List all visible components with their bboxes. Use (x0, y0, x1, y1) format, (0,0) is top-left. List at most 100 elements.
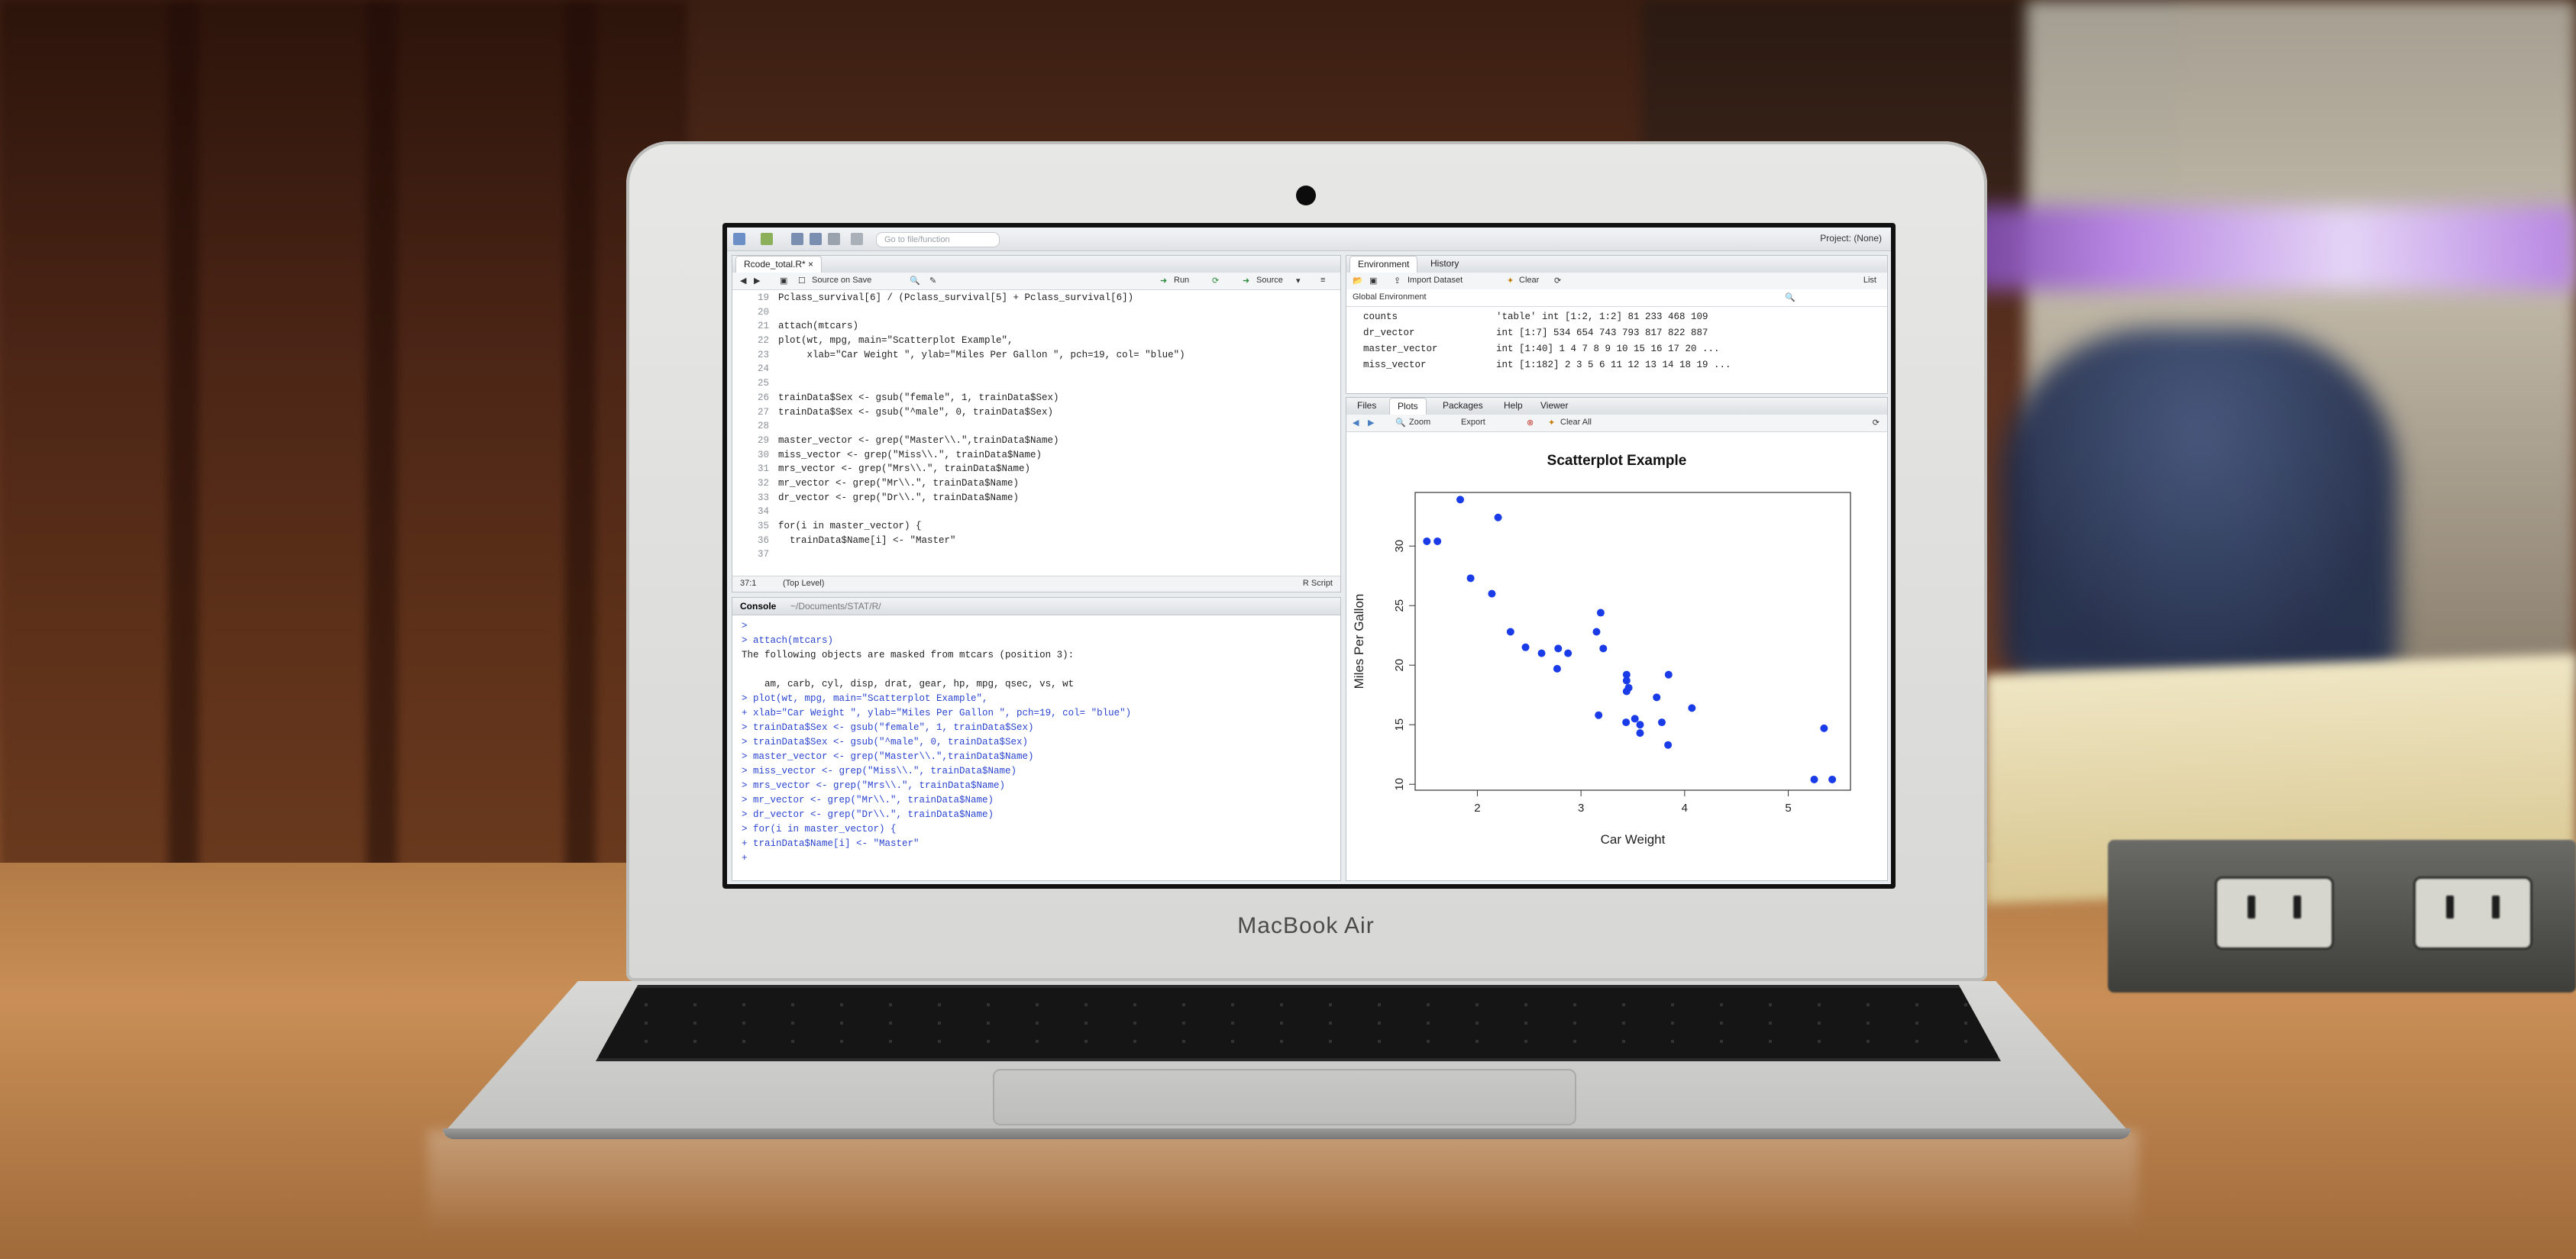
tab-plots[interactable]: Plots (1389, 398, 1427, 415)
code-line[interactable]: 34 (732, 505, 1340, 519)
code-line[interactable]: 33 dr_vector <- grep("Dr\\.", trainData$N… (732, 491, 1340, 505)
remove-plot-icon[interactable]: ⊗ (1527, 418, 1534, 428)
line-number: 23 (757, 349, 769, 360)
forward-arrow-icon[interactable]: ▶ (1368, 418, 1375, 428)
background-bookshelf (0, 0, 687, 878)
search-icon[interactable]: 🔍 (1785, 293, 1795, 302)
console-line: > trainData$Sex <- gsub("female", 1, tra… (742, 722, 1034, 733)
source-arrow-icon: ➜ (1243, 276, 1250, 286)
source-button[interactable]: Source (1256, 276, 1283, 285)
code-line[interactable]: 30 miss_vector <- grep("Miss\\.", trainDa… (732, 448, 1340, 463)
plots-pane: Files Plots Packages Help Viewer ◀ ▶ 🔍 Z… (1346, 397, 1888, 881)
export-button[interactable]: Export (1461, 418, 1485, 427)
save-file-icon[interactable]: ▣ (780, 276, 788, 286)
source-on-save-checkbox[interactable]: ☐ (798, 276, 806, 286)
code-line[interactable]: 22 plot(wt, mpg, main="Scatterplot Exampl… (732, 334, 1340, 348)
new-project-icon[interactable] (761, 233, 773, 245)
code-line[interactable]: 32 mr_vector <- grep("Mr\\.", trainData$N… (732, 476, 1340, 491)
code-line[interactable]: 29 master_vector <- grep("Master\\.",trai… (732, 434, 1340, 448)
tab-files[interactable]: Files (1357, 400, 1377, 411)
environment-row[interactable]: counts 'table' int [1:2, 1:2] 81 233 468 … (1346, 309, 1887, 325)
code-editor[interactable]: 19 Pclass_survival[6] / (Pclass_survival[… (732, 291, 1340, 562)
run-button[interactable]: Run (1174, 276, 1190, 285)
main-toolbar: Go to file/function Project: (None) (727, 228, 1891, 251)
tab-packages[interactable]: Packages (1443, 400, 1483, 411)
data-point (1466, 574, 1475, 583)
outlet-socket (2215, 876, 2334, 950)
code-text: trainData$Sex <- gsub("female", 1, train… (778, 392, 1059, 403)
search-icon[interactable]: 🔍 (910, 276, 920, 286)
outline-icon[interactable]: ≡ (1320, 276, 1326, 285)
plots-toolbar: ◀ ▶ 🔍 Zoom Export ⊗ ✦ Clear All ⟳ (1346, 415, 1887, 432)
goto-file-input[interactable]: Go to file/function (876, 232, 1000, 247)
code-text: mr_vector <- grep("Mr\\.", trainData$Nam… (778, 477, 1020, 489)
code-line[interactable]: 25 (732, 376, 1340, 391)
print-icon[interactable] (851, 233, 863, 245)
zoom-button[interactable]: Zoom (1409, 418, 1431, 427)
console-path[interactable]: ~/Documents/STAT/R/ (790, 601, 881, 612)
refresh-icon[interactable]: ⟳ (1872, 418, 1879, 428)
code-line[interactable]: 21 attach(mtcars) (732, 319, 1340, 334)
back-arrow-icon[interactable]: ◀ (740, 276, 747, 286)
console-line: + xlab="Car Weight ", ylab="Miles Per Ga… (742, 708, 1132, 718)
code-line[interactable]: 31 mrs_vector <- grep("Mrs\\.", trainData… (732, 462, 1340, 476)
code-line[interactable]: 27 trainData$Sex <- gsub("^male", 0, trai… (732, 405, 1340, 420)
console-line: > mr_vector <- grep("Mr\\.", trainData$N… (742, 795, 994, 805)
import-dataset-button[interactable]: Import Dataset (1408, 276, 1463, 285)
save-all-icon[interactable] (828, 233, 840, 245)
code-line[interactable]: 37 (732, 547, 1340, 562)
list-view-dropdown[interactable]: List (1863, 276, 1876, 285)
code-line[interactable]: 36 trainData$Name[i] <- "Master" (732, 534, 1340, 548)
keyboard[interactable] (596, 985, 2001, 1061)
variable-value: int [1:40] 1 4 7 8 9 10 15 16 17 20 ... (1496, 344, 1720, 354)
load-workspace-icon[interactable]: 📂 (1353, 276, 1363, 286)
code-line[interactable]: 26 trainData$Sex <- gsub("female", 1, tra… (732, 391, 1340, 405)
forward-arrow-icon[interactable]: ▶ (754, 276, 761, 286)
back-arrow-icon[interactable]: ◀ (1353, 418, 1359, 428)
tab-viewer[interactable]: Viewer (1540, 400, 1569, 411)
console-pane: Console ~/Documents/STAT/R/ > > attach(mt… (732, 597, 1341, 881)
clear-button[interactable]: Clear (1519, 276, 1540, 285)
global-environment-dropdown[interactable]: Global Environment (1353, 292, 1427, 302)
code-line[interactable]: 35 for(i in master_vector) { (732, 519, 1340, 534)
code-text: trainData$Name[i] <- "Master" (778, 534, 956, 546)
new-file-icon[interactable] (733, 233, 745, 245)
line-number: 32 (757, 477, 769, 489)
tab-history[interactable]: History (1430, 258, 1459, 269)
keyboard-keys[interactable] (599, 988, 1998, 1058)
file-type-selector[interactable]: R Script (1302, 579, 1333, 588)
laptop-front-edge (443, 1128, 2131, 1139)
scope-selector[interactable]: (Top Level) (783, 579, 825, 588)
line-number: 33 (757, 492, 769, 503)
run-arrow-icon: ➜ (1160, 276, 1168, 286)
project-menu[interactable]: Project: (None) (1820, 233, 1882, 244)
environment-row[interactable]: master_vector int [1:40] 1 4 7 8 9 10 15 … (1346, 341, 1887, 357)
x-tick-label: 3 (1578, 802, 1584, 815)
broom-icon: ✦ (1507, 276, 1514, 286)
tab-help[interactable]: Help (1504, 400, 1523, 411)
environment-row[interactable]: dr_vector int [1:7] 534 654 743 793 817 8… (1346, 325, 1887, 341)
save-workspace-icon[interactable]: ▣ (1369, 276, 1378, 286)
line-number: 20 (757, 306, 769, 318)
line-number: 35 (757, 521, 769, 531)
tab-rcode-total[interactable]: Rcode_total.R* × (735, 256, 823, 273)
save-icon[interactable] (810, 233, 822, 245)
console-output[interactable]: > > attach(mtcars) The following objects a… (732, 619, 1340, 866)
code-line[interactable]: 24 (732, 362, 1340, 376)
environment-row[interactable]: miss_vector int [1:182] 2 3 5 6 11 12 13 … (1346, 357, 1887, 373)
chevron-down-icon[interactable]: ▾ (1296, 276, 1301, 286)
tab-environment[interactable]: Environment (1349, 256, 1418, 273)
clear-all-button[interactable]: Clear All (1560, 418, 1592, 427)
code-line[interactable]: 28 (732, 419, 1340, 434)
refresh-icon[interactable]: ⟳ (1554, 276, 1562, 286)
data-point (1622, 676, 1631, 685)
code-line[interactable]: 19 Pclass_survival[6] / (Pclass_survival[… (732, 291, 1340, 305)
code-line[interactable]: 20 (732, 305, 1340, 320)
source-on-save-label: Source on Save (812, 276, 872, 285)
wand-icon[interactable]: ✎ (929, 276, 937, 286)
rerun-icon[interactable]: ⟳ (1212, 276, 1220, 286)
code-line[interactable]: 23 xlab="Car Weight ", ylab="Miles Per G… (732, 348, 1340, 363)
trackpad[interactable] (993, 1069, 1576, 1125)
x-tick-label: 5 (1785, 802, 1791, 815)
open-file-icon[interactable] (791, 233, 803, 245)
